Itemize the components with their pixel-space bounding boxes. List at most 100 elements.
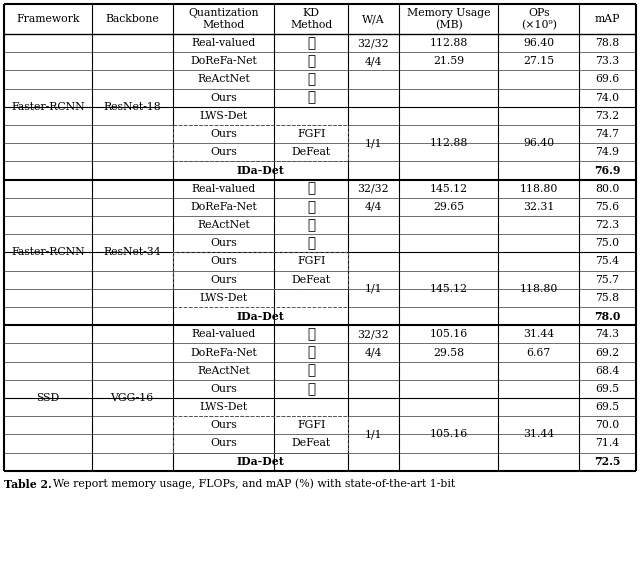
Text: 75.4: 75.4 [596, 257, 620, 267]
Text: IDa-Det: IDa-Det [236, 456, 284, 467]
Text: 32.31: 32.31 [523, 202, 554, 212]
Text: Quantization
Method: Quantization Method [188, 8, 259, 30]
Text: 72.3: 72.3 [595, 220, 620, 230]
Text: 96.40: 96.40 [523, 38, 554, 48]
Text: Table 2.: Table 2. [4, 479, 52, 490]
Text: 96.40: 96.40 [523, 138, 554, 148]
Text: 76.9: 76.9 [595, 165, 621, 176]
Text: Backbone: Backbone [106, 14, 159, 24]
Text: OPs
(×10⁹): OPs (×10⁹) [521, 8, 557, 30]
Text: ReActNet: ReActNet [197, 74, 250, 84]
Text: Real-valued: Real-valued [191, 329, 255, 339]
Text: VGG-16: VGG-16 [111, 393, 154, 403]
Text: 74.9: 74.9 [596, 147, 620, 157]
Text: Ours: Ours [210, 438, 237, 449]
Text: 118.80: 118.80 [520, 184, 558, 194]
Text: FGFI: FGFI [297, 129, 325, 139]
Text: ✗: ✗ [307, 54, 316, 68]
Text: 75.8: 75.8 [595, 293, 620, 303]
Text: DoReFa-Net: DoReFa-Net [190, 56, 257, 66]
Text: 112.88: 112.88 [429, 38, 468, 48]
Text: SSD: SSD [36, 393, 60, 403]
Text: 145.12: 145.12 [429, 284, 468, 294]
Text: 75.0: 75.0 [595, 238, 620, 249]
Text: FGFI: FGFI [297, 420, 325, 430]
Text: DeFeat: DeFeat [292, 147, 331, 157]
Text: 4/4: 4/4 [365, 202, 382, 212]
Text: 32/32: 32/32 [358, 38, 389, 48]
Text: 1/1: 1/1 [365, 138, 382, 148]
Text: 72.5: 72.5 [595, 456, 621, 467]
Text: DeFeat: DeFeat [292, 438, 331, 449]
Text: DoReFa-Net: DoReFa-Net [190, 202, 257, 212]
Text: 70.0: 70.0 [595, 420, 620, 430]
Text: ✗: ✗ [307, 346, 316, 360]
Text: 105.16: 105.16 [429, 430, 468, 439]
Text: 31.44: 31.44 [523, 329, 554, 339]
Text: 69.2: 69.2 [595, 347, 620, 357]
Text: mAP: mAP [595, 14, 620, 24]
Text: KD
Method: KD Method [290, 8, 332, 30]
Text: 105.16: 105.16 [429, 329, 468, 339]
Text: Real-valued: Real-valued [191, 38, 255, 48]
Text: 112.88: 112.88 [429, 138, 468, 148]
Text: 4/4: 4/4 [365, 347, 382, 357]
Text: ReActNet: ReActNet [197, 365, 250, 376]
Text: Framework: Framework [16, 14, 79, 24]
Text: Ours: Ours [210, 420, 237, 430]
Text: We report memory usage, FLOPs, and mAP (%) with state-of-the-art 1-bit: We report memory usage, FLOPs, and mAP (… [46, 479, 455, 489]
Text: 118.80: 118.80 [520, 284, 558, 294]
Text: Ours: Ours [210, 275, 237, 285]
Text: 29.65: 29.65 [433, 202, 464, 212]
Text: 1/1: 1/1 [365, 284, 382, 294]
Text: IDa-Det: IDa-Det [236, 165, 284, 176]
Text: 75.7: 75.7 [596, 275, 620, 285]
Text: Ours: Ours [210, 129, 237, 139]
Text: 74.0: 74.0 [595, 93, 620, 102]
Text: ResNet-34: ResNet-34 [103, 247, 161, 257]
Text: 73.2: 73.2 [595, 111, 620, 121]
Text: 80.0: 80.0 [595, 184, 620, 194]
Text: ✗: ✗ [307, 327, 316, 341]
Text: FGFI: FGFI [297, 257, 325, 267]
Text: LWS-Det: LWS-Det [200, 111, 248, 121]
Text: 145.12: 145.12 [429, 184, 468, 194]
Text: 69.6: 69.6 [595, 74, 620, 84]
Text: 27.15: 27.15 [523, 56, 554, 66]
Text: ✗: ✗ [307, 382, 316, 396]
Text: 68.4: 68.4 [595, 365, 620, 376]
Text: Memory Usage
(MB): Memory Usage (MB) [407, 8, 490, 30]
Text: 32/32: 32/32 [358, 184, 389, 194]
Text: 69.5: 69.5 [595, 384, 620, 394]
Text: Ours: Ours [210, 384, 237, 394]
Text: ✗: ✗ [307, 218, 316, 232]
Text: LWS-Det: LWS-Det [200, 293, 248, 303]
Text: W/A: W/A [362, 14, 385, 24]
Text: 1/1: 1/1 [365, 430, 382, 439]
Text: 73.3: 73.3 [595, 56, 620, 66]
Text: ✗: ✗ [307, 73, 316, 87]
Text: 6.67: 6.67 [527, 347, 551, 357]
Text: ✗: ✗ [307, 200, 316, 214]
Text: Ours: Ours [210, 238, 237, 249]
Text: 29.58: 29.58 [433, 347, 464, 357]
Text: 21.59: 21.59 [433, 56, 464, 66]
Text: 69.5: 69.5 [595, 402, 620, 412]
Text: ReActNet: ReActNet [197, 220, 250, 230]
Text: Ours: Ours [210, 93, 237, 102]
Text: Faster-RCNN: Faster-RCNN [11, 247, 84, 257]
Text: 31.44: 31.44 [523, 430, 554, 439]
Text: Ours: Ours [210, 147, 237, 157]
Text: ✗: ✗ [307, 364, 316, 378]
Text: ✗: ✗ [307, 236, 316, 250]
Text: LWS-Det: LWS-Det [200, 402, 248, 412]
Text: 74.7: 74.7 [596, 129, 620, 139]
Text: 4/4: 4/4 [365, 56, 382, 66]
Text: Faster-RCNN: Faster-RCNN [11, 102, 84, 112]
Text: 78.8: 78.8 [595, 38, 620, 48]
Text: DoReFa-Net: DoReFa-Net [190, 347, 257, 357]
Text: Real-valued: Real-valued [191, 184, 255, 194]
Text: ✗: ✗ [307, 91, 316, 105]
Text: 75.6: 75.6 [595, 202, 620, 212]
Text: DeFeat: DeFeat [292, 275, 331, 285]
